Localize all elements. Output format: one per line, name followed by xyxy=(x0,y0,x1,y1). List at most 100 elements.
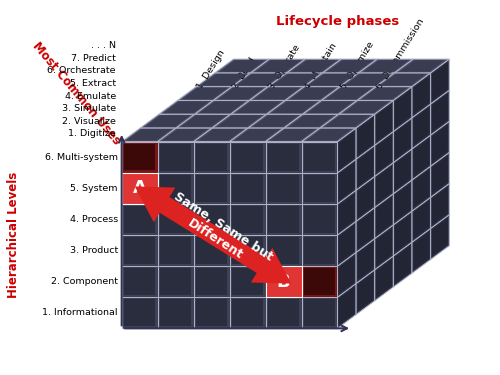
Polygon shape xyxy=(268,299,299,326)
Text: 1. Design: 1. Design xyxy=(196,48,227,91)
Polygon shape xyxy=(158,235,194,266)
Polygon shape xyxy=(215,59,270,73)
Polygon shape xyxy=(395,214,410,252)
Polygon shape xyxy=(194,128,248,142)
Polygon shape xyxy=(412,197,430,242)
Polygon shape xyxy=(195,100,250,114)
Polygon shape xyxy=(286,87,340,100)
Polygon shape xyxy=(344,74,391,86)
Polygon shape xyxy=(194,142,230,173)
Polygon shape xyxy=(162,129,208,141)
Polygon shape xyxy=(291,60,338,72)
Polygon shape xyxy=(248,114,303,128)
Polygon shape xyxy=(122,128,176,142)
Polygon shape xyxy=(163,101,210,113)
Text: 6. Decommission: 6. Decommission xyxy=(376,16,426,91)
Polygon shape xyxy=(356,176,375,221)
Polygon shape xyxy=(230,128,284,142)
Polygon shape xyxy=(194,173,230,204)
Polygon shape xyxy=(375,225,394,270)
Text: A: A xyxy=(132,179,146,197)
Text: Same, Same but
Different: Same, Same but Different xyxy=(164,190,276,276)
Polygon shape xyxy=(432,156,448,194)
Polygon shape xyxy=(271,101,318,113)
Polygon shape xyxy=(340,73,394,87)
Polygon shape xyxy=(230,204,266,235)
Polygon shape xyxy=(356,145,375,190)
Polygon shape xyxy=(302,266,338,297)
Polygon shape xyxy=(339,194,354,232)
Polygon shape xyxy=(158,297,194,328)
Polygon shape xyxy=(122,266,158,297)
Polygon shape xyxy=(232,175,263,202)
Polygon shape xyxy=(234,129,280,141)
Text: 1. Informational: 1. Informational xyxy=(42,308,118,317)
Polygon shape xyxy=(395,152,410,190)
Polygon shape xyxy=(272,74,318,86)
Polygon shape xyxy=(250,87,304,100)
Polygon shape xyxy=(430,59,450,104)
Polygon shape xyxy=(430,183,450,228)
Polygon shape xyxy=(304,73,358,87)
Polygon shape xyxy=(432,124,448,163)
Text: 4. Process: 4. Process xyxy=(70,215,118,224)
Polygon shape xyxy=(251,59,306,73)
Polygon shape xyxy=(158,128,212,142)
Polygon shape xyxy=(394,87,412,132)
Polygon shape xyxy=(339,225,354,263)
Polygon shape xyxy=(232,144,263,171)
Polygon shape xyxy=(288,115,335,127)
Text: 1. Digitize: 1. Digitize xyxy=(68,129,116,138)
Polygon shape xyxy=(230,173,266,204)
Polygon shape xyxy=(394,59,450,73)
Text: Most Common Uses: Most Common Uses xyxy=(30,39,122,147)
Polygon shape xyxy=(308,74,354,86)
Polygon shape xyxy=(339,131,354,170)
Polygon shape xyxy=(432,187,448,225)
Polygon shape xyxy=(358,273,374,311)
Polygon shape xyxy=(339,256,354,294)
Polygon shape xyxy=(194,204,230,235)
Polygon shape xyxy=(412,166,430,211)
Polygon shape xyxy=(304,237,335,264)
Polygon shape xyxy=(412,73,430,118)
Polygon shape xyxy=(180,115,227,127)
Polygon shape xyxy=(339,162,354,201)
Polygon shape xyxy=(268,268,299,295)
Polygon shape xyxy=(268,237,299,264)
Polygon shape xyxy=(214,87,268,100)
Polygon shape xyxy=(432,62,448,100)
Polygon shape xyxy=(160,206,191,233)
Polygon shape xyxy=(122,173,158,204)
Polygon shape xyxy=(158,142,194,173)
Text: 6. Orchestrate: 6. Orchestrate xyxy=(48,66,116,75)
Polygon shape xyxy=(322,59,378,73)
Polygon shape xyxy=(302,266,338,297)
Polygon shape xyxy=(266,297,302,328)
Polygon shape xyxy=(158,204,194,235)
Polygon shape xyxy=(158,173,194,204)
Polygon shape xyxy=(394,211,412,256)
Polygon shape xyxy=(122,235,158,266)
Polygon shape xyxy=(304,268,335,295)
Polygon shape xyxy=(232,299,263,326)
Polygon shape xyxy=(235,101,282,113)
Text: 5. System: 5. System xyxy=(70,184,118,193)
Polygon shape xyxy=(268,73,322,87)
Text: 4. Maintain: 4. Maintain xyxy=(304,41,339,91)
Polygon shape xyxy=(358,148,374,187)
Polygon shape xyxy=(182,88,228,99)
Polygon shape xyxy=(196,268,227,295)
Text: 4. Emulate: 4. Emulate xyxy=(64,92,116,100)
Polygon shape xyxy=(124,299,155,326)
Polygon shape xyxy=(303,100,358,114)
Polygon shape xyxy=(358,117,374,156)
Polygon shape xyxy=(363,60,409,72)
Text: 3. Product: 3. Product xyxy=(70,246,118,255)
Polygon shape xyxy=(236,74,282,86)
Polygon shape xyxy=(304,144,335,171)
Text: 7. Predict: 7. Predict xyxy=(71,54,116,63)
Polygon shape xyxy=(414,170,429,208)
Text: . . . N: . . . N xyxy=(91,41,116,50)
Polygon shape xyxy=(124,268,155,295)
